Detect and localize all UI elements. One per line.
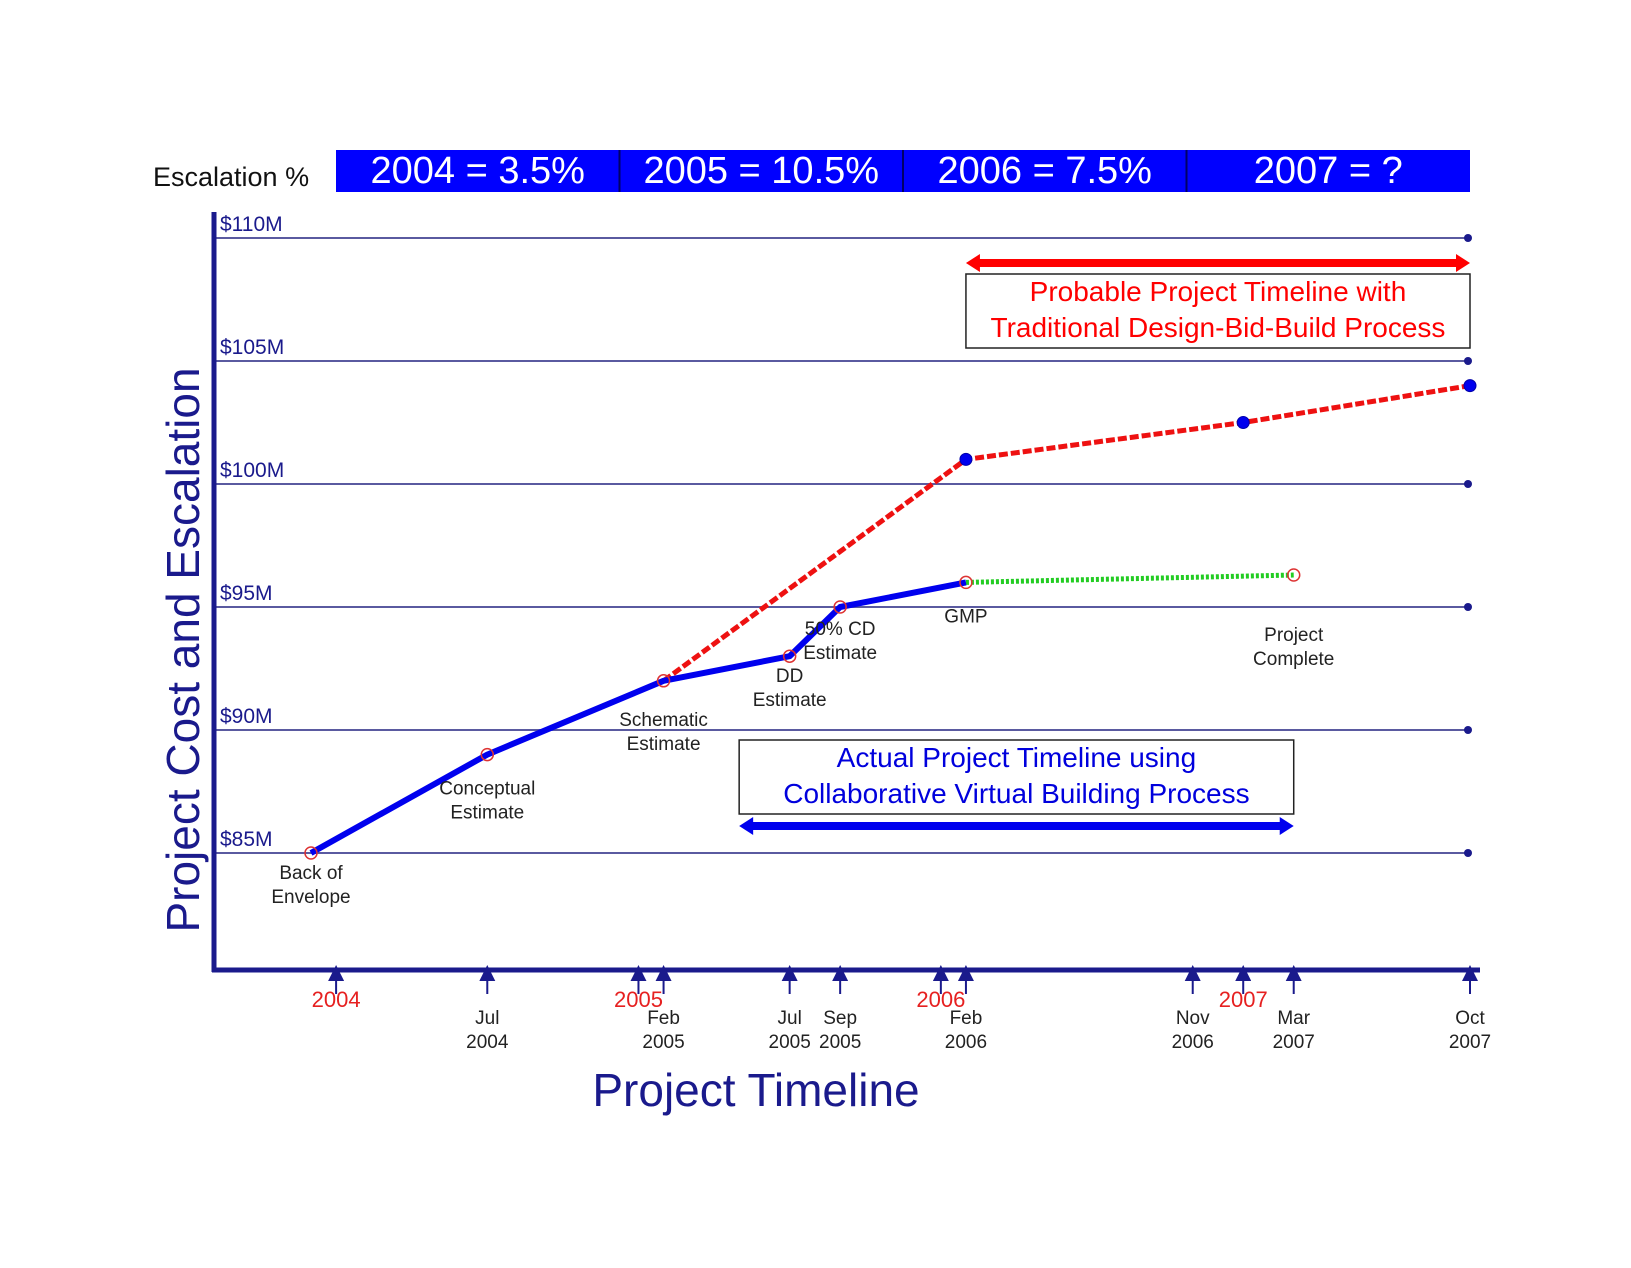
date-tick-label: Mar: [1277, 1008, 1310, 1029]
traditional-arrow-head-left: [965, 254, 980, 272]
gridline-end-dot: [1464, 849, 1472, 857]
date-tick-label: 2006: [1172, 1032, 1214, 1053]
series-lines: [304, 379, 1477, 860]
milestone-point: [959, 575, 973, 590]
date-tick-label: Feb: [950, 1008, 983, 1029]
traditional-callout-text: Traditional Design-Bid-Build Process: [991, 312, 1446, 343]
escalation-label: Escalation %: [153, 162, 309, 192]
y-tick-label: $100M: [220, 459, 284, 482]
milestone-point: [833, 600, 847, 614]
y-tick-label: $105M: [220, 336, 284, 359]
gridline-end-dot: [1464, 234, 1472, 242]
year-tick-label: 2004: [312, 987, 361, 1012]
milestone-label: Envelope: [271, 887, 350, 908]
escalation-cell-2: 2005 = 10.5%: [643, 150, 879, 192]
x-axis-title: Project Timeline: [592, 1064, 919, 1116]
escalation-cell-4: 2007 = ?: [1254, 150, 1403, 192]
actual-arrow-head-left: [739, 817, 754, 835]
escalation-bar: 2004 = 3.5% 2005 = 10.5% 2006 = 7.5% 2007 =…: [336, 150, 1470, 192]
date-tick-label: 2005: [642, 1032, 684, 1053]
x-ticks: 2004 2005 2006 2007Jul2004Feb2005Jul2005Sep…: [312, 965, 1491, 1053]
gridline-end-dot: [1464, 357, 1472, 365]
year-tick-label: 2007: [1219, 987, 1268, 1012]
date-tick-label: Jul: [475, 1008, 499, 1029]
date-tick-label: Nov: [1176, 1008, 1210, 1029]
callouts: Probable Project Timeline with Traditiona…: [738, 254, 1471, 835]
date-tick-label: 2006: [945, 1032, 987, 1053]
date-tick-label: 2004: [466, 1032, 509, 1053]
series-line-actual: [309, 579, 967, 856]
traditional-point: [1463, 379, 1477, 393]
gridline-end-dot: [1464, 726, 1472, 734]
date-tick-label: 2007: [1273, 1032, 1315, 1053]
milestone-label: GMP: [944, 606, 987, 627]
milestone-label: Complete: [1253, 649, 1334, 670]
escalation-cell-3: 2006 = 7.5%: [938, 150, 1152, 192]
date-tick-label: 2005: [819, 1032, 861, 1053]
date-tick-label: Sep: [823, 1008, 857, 1029]
milestone-point: [304, 846, 318, 860]
year-tick-label: 2006: [916, 987, 965, 1012]
actual-arrow-head-right: [1279, 817, 1294, 835]
milestone-label: 50% CD: [805, 619, 876, 640]
y-tick-label: $85M: [220, 828, 273, 851]
milestone-label: Estimate: [753, 690, 827, 711]
y-axis-title: Project Cost and Escalation: [157, 367, 209, 932]
traditional-point: [1236, 416, 1250, 429]
milestone-label: Estimate: [627, 734, 701, 755]
date-tick-label: Jul: [778, 1008, 802, 1029]
milestone-label: Schematic: [619, 710, 708, 731]
gridlines: [214, 234, 1472, 857]
milestone-label: Estimate: [803, 643, 877, 664]
milestone-label: Project: [1264, 625, 1324, 646]
y-tick-labels: $110M $105M $100M $95M $90M $85M: [220, 213, 284, 851]
y-tick-label: $95M: [220, 582, 273, 605]
series-line-projected: [965, 572, 1294, 585]
actual-callout-text: Collaborative Virtual Building Process: [783, 778, 1249, 809]
milestone-point: [1286, 568, 1301, 582]
milestone-label: Estimate: [450, 803, 524, 824]
milestone-label: Back of: [279, 863, 343, 884]
point-annotations: Back of Envelope Conceptual Estimate Schemat…: [271, 606, 1334, 908]
date-tick-label: 2007: [1449, 1032, 1491, 1053]
milestone-point: [782, 649, 797, 663]
gridline-end-dot: [1464, 480, 1472, 488]
milestone-point: [480, 747, 495, 762]
milestone-label: DD: [776, 666, 803, 687]
series-line-traditional: [662, 383, 1471, 683]
traditional-point: [959, 452, 973, 466]
milestone-point: [656, 674, 671, 688]
y-tick-label: $90M: [220, 705, 273, 728]
year-tick-label: 2005: [614, 987, 663, 1012]
date-tick-label: Oct: [1455, 1008, 1485, 1029]
actual-callout-box: [738, 739, 1295, 815]
traditional-callout-box: [965, 273, 1471, 349]
y-tick-label: $110M: [220, 213, 283, 236]
date-tick-label: Feb: [647, 1008, 680, 1029]
traditional-callout-text: Probable Project Timeline with: [1030, 276, 1407, 307]
traditional-arrow-head-right: [1456, 254, 1470, 272]
escalation-cell-1: 2004 = 3.5%: [371, 150, 585, 192]
actual-callout-text: Actual Project Timeline using: [837, 742, 1197, 773]
date-tick-label: 2005: [769, 1032, 811, 1053]
milestone-label: Conceptual: [439, 779, 535, 800]
gridline-end-dot: [1464, 603, 1472, 611]
